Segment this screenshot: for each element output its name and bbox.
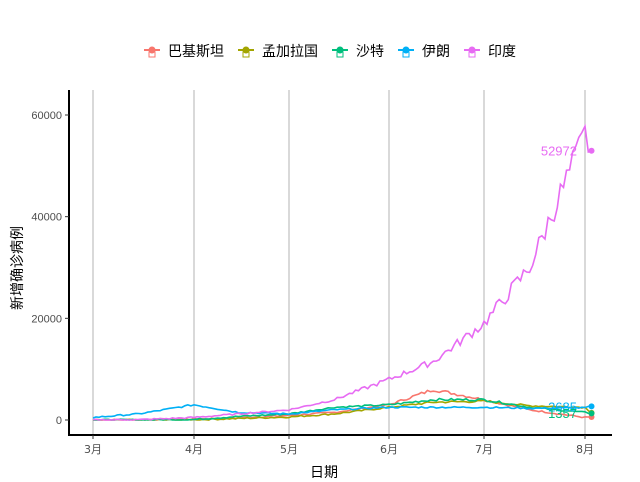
data-lines bbox=[92, 123, 592, 421]
end-point bbox=[588, 403, 595, 410]
legend-item-iran: 伊朗 bbox=[396, 41, 450, 61]
y-tick-label: 20000 bbox=[31, 313, 62, 325]
axes: 0 20000 40000 60000 3月 4月 5月 6月 7月 8月 bbox=[31, 90, 612, 456]
series-line bbox=[92, 123, 592, 421]
legend-label: 沙特 bbox=[356, 44, 384, 60]
y-tick-label: 60000 bbox=[31, 110, 62, 122]
x-tick-label: 6月 bbox=[380, 443, 398, 456]
end-label: 52972 bbox=[541, 144, 577, 159]
legend-key-icon bbox=[462, 42, 482, 60]
series-line bbox=[92, 403, 592, 419]
gridlines bbox=[92, 90, 586, 435]
legend-label: 巴基斯坦 bbox=[168, 44, 224, 60]
x-tick-label: 3月 bbox=[84, 443, 102, 456]
legend-key-icon bbox=[142, 42, 162, 60]
end-label: 2685 bbox=[548, 399, 577, 414]
legend-item-pakistan: 巴基斯坦 bbox=[142, 41, 224, 61]
legend-label: 孟加拉国 bbox=[262, 44, 318, 60]
legend-item-bangladesh: 孟加拉国 bbox=[236, 41, 318, 61]
x-axis-title: 日期 bbox=[310, 465, 338, 481]
end-point bbox=[588, 147, 595, 154]
y-tick-label: 40000 bbox=[31, 212, 62, 224]
legend-label: 伊朗 bbox=[422, 44, 450, 60]
y-axis-title: 新增确诊病例 bbox=[10, 226, 26, 310]
end-label: 1357 bbox=[548, 406, 577, 421]
x-tick-label: 7月 bbox=[475, 443, 493, 456]
series-line bbox=[93, 397, 592, 421]
legend-key-icon bbox=[396, 42, 416, 60]
x-tick-label: 4月 bbox=[185, 443, 203, 456]
end-point bbox=[588, 410, 595, 417]
legend-key-icon bbox=[330, 42, 350, 60]
legend-label: 印度 bbox=[488, 44, 516, 60]
legend-item-saudi: 沙特 bbox=[330, 41, 384, 61]
legend: 巴基斯坦 孟加拉国 沙特 伊朗 印度 bbox=[142, 40, 528, 62]
x-tick-label: 5月 bbox=[280, 443, 298, 456]
x-tick-label: 8月 bbox=[576, 443, 594, 456]
legend-item-india: 印度 bbox=[462, 41, 516, 61]
series-line bbox=[92, 399, 592, 421]
legend-key-icon bbox=[236, 42, 256, 60]
y-tick-label: 0 bbox=[56, 415, 62, 427]
